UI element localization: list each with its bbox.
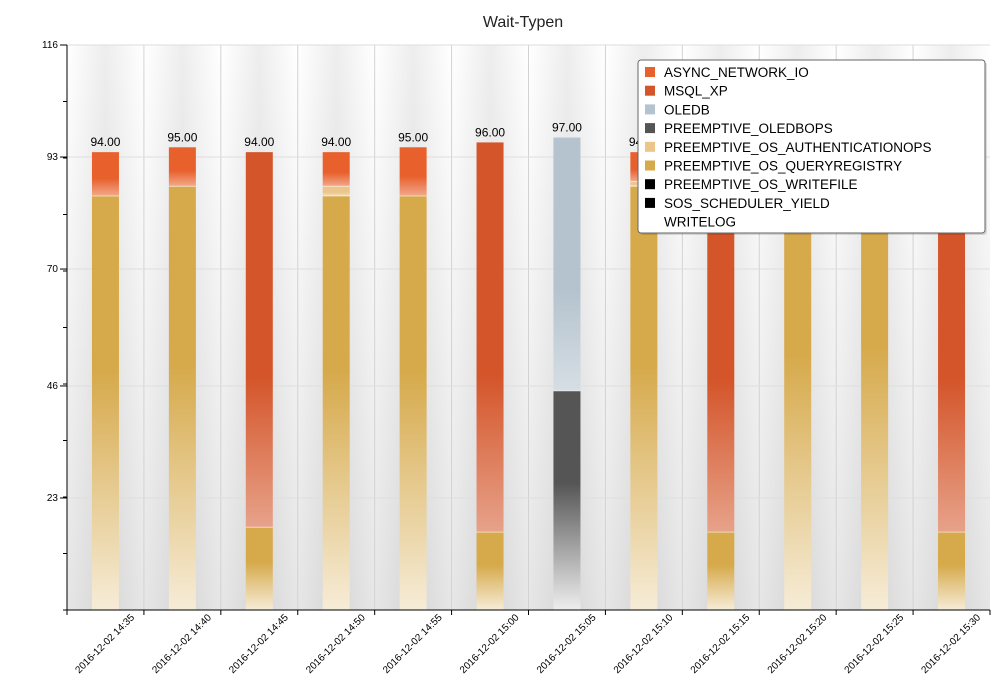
bar-async-network-io-5[interactable] [399, 147, 427, 196]
legend-label-oledb[interactable]: OLEDB [664, 102, 710, 117]
x-tick-label: 2016-12-02 15:10 [612, 612, 676, 676]
bar-total-label: 94.00 [90, 135, 120, 149]
legend-box [637, 59, 986, 234]
bar-async-network-io-1[interactable] [91, 152, 119, 196]
x-tick-label: 2016-12-02 15:15 [689, 612, 753, 676]
bar-oledb-7[interactable] [553, 137, 581, 391]
bar-msql-xp-6[interactable] [476, 142, 504, 533]
x-tick-label: 2016-12-02 15:00 [458, 612, 522, 676]
legend-swatch-preemptive-os-writefile [645, 179, 655, 190]
legend-label-msql-xp[interactable]: MSQL_XP [664, 84, 728, 99]
bar-preemptive-os-queryregistry-6[interactable] [476, 532, 504, 610]
bar-total-label: 97.00 [552, 121, 582, 135]
y-tick-label: 46 [47, 381, 59, 392]
bar-total-label: 95.00 [167, 130, 197, 144]
x-tick-label: 2016-12-02 14:55 [381, 612, 445, 676]
x-tick-label: 2016-12-02 15:30 [920, 612, 984, 676]
x-tick-label: 2016-12-02 15:25 [843, 612, 907, 676]
legend-swatch-msql-xp [645, 85, 655, 96]
y-tick-label: 116 [42, 40, 58, 51]
chart-title: Wait-Typen [483, 14, 563, 31]
bar-msql-xp-3[interactable] [245, 152, 273, 528]
bar-preemptive-os-queryregistry-12[interactable] [938, 532, 966, 610]
bar-async-network-io-4[interactable] [322, 152, 350, 187]
legend-label-sos-scheduler-yield[interactable]: SOS_SCHEDULER_YIELD [664, 196, 830, 211]
bar-total-label: 95.00 [398, 130, 428, 144]
legend-swatch-preemptive-os-queryregistry [645, 160, 655, 171]
bar-total-label: 96.00 [475, 125, 505, 139]
legend-swatch-async-network-io [645, 67, 655, 77]
legend-label-async-network-io[interactable]: ASYNC_NETWORK_IO [664, 65, 809, 80]
bar-preemptive-os-queryregistry-5[interactable] [399, 195, 427, 610]
x-tick-label: 2016-12-02 14:50 [304, 612, 368, 676]
x-tick-label: 2016-12-02 14:40 [150, 612, 214, 676]
y-tick-label: 70 [47, 264, 59, 275]
x-tick-label: 2016-12-02 15:05 [535, 612, 599, 676]
legend-swatch-oledb [645, 104, 655, 115]
x-tick-label: 2016-12-02 15:20 [766, 612, 830, 676]
bar-preemptive-os-authenticationops-4[interactable] [322, 186, 350, 196]
bar-preemptive-os-queryregistry-3[interactable] [245, 527, 273, 610]
legend-label-preemptive-os-writefile[interactable]: PREEMPTIVE_OS_WRITEFILE [664, 177, 858, 192]
bar-preemptive-os-queryregistry-1[interactable] [91, 195, 119, 610]
x-tick-label: 2016-12-02 14:35 [73, 612, 137, 676]
bar-preemptive-os-queryregistry-4[interactable] [322, 195, 350, 610]
bar-preemptive-oledbops-7[interactable] [553, 390, 581, 610]
bar-preemptive-os-queryregistry-8[interactable] [630, 186, 658, 610]
y-tick-label: 93 [47, 152, 59, 163]
legend-swatch-writelog [645, 216, 655, 227]
legend-swatch-preemptive-oledbops [645, 123, 655, 134]
legend-label-preemptive-os-queryregistry[interactable]: PREEMPTIVE_OS_QUERYREGISTRY [664, 159, 902, 174]
legend-label-preemptive-os-authenticationops[interactable]: PREEMPTIVE_OS_AUTHENTICATIONOPS [664, 140, 932, 155]
x-tick-label: 2016-12-02 14:45 [227, 612, 291, 676]
bar-total-label: 94.00 [321, 135, 351, 149]
bar-async-network-io-2[interactable] [168, 147, 196, 187]
bar-preemptive-os-queryregistry-2[interactable] [168, 186, 196, 610]
bar-total-label: 94.00 [244, 135, 274, 149]
legend-label-writelog[interactable]: WRITELOG [664, 215, 736, 230]
legend-swatch-sos-scheduler-yield [645, 197, 655, 208]
legend-swatch-preemptive-os-authenticationops [645, 141, 655, 152]
y-tick-label: 23 [47, 493, 59, 504]
bar-preemptive-os-queryregistry-10[interactable] [784, 166, 812, 610]
legend-label-preemptive-oledbops[interactable]: PREEMPTIVE_OLEDBOPS [664, 121, 833, 136]
bar-preemptive-os-queryregistry-9[interactable] [707, 532, 735, 610]
